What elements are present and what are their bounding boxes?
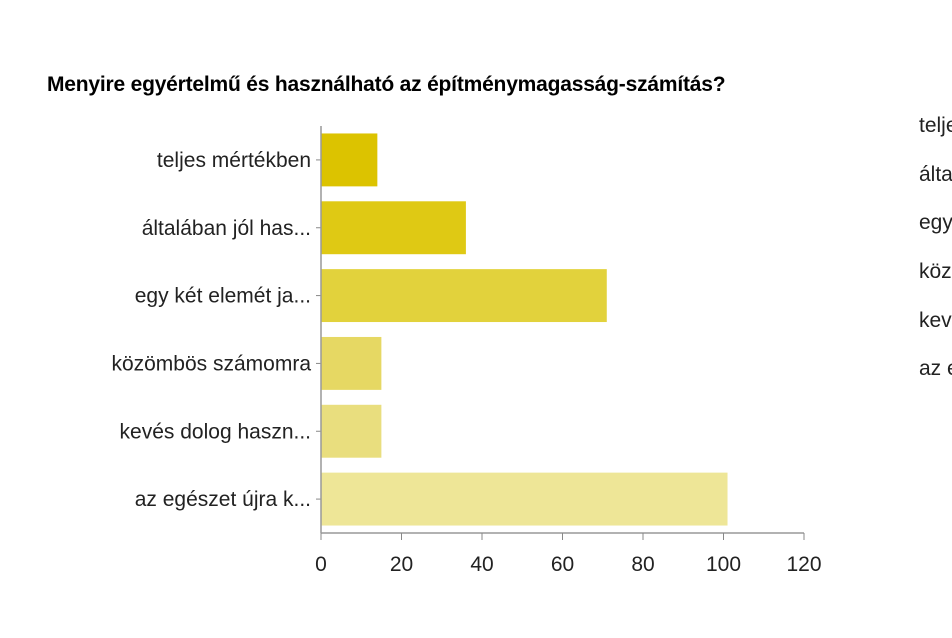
bar-4 xyxy=(321,404,382,458)
category-label-5: az egészet újra k... xyxy=(135,488,311,511)
bar-1 xyxy=(321,201,466,255)
legend-entry-4: kevés dolog használható xyxy=(919,308,952,332)
category-label-4: kevés dolog haszn... xyxy=(120,420,311,443)
x-tick-label-2: 40 xyxy=(470,553,493,576)
bar-5 xyxy=(321,472,728,526)
legend-entry-2: egy két elemét javítani kellene xyxy=(919,211,952,235)
category-label-0: teljes mértékben xyxy=(157,149,311,172)
legend: teljes mértékben általában jól használhat… xyxy=(919,112,952,404)
legend-entry-3: közömbös számomra xyxy=(919,260,952,284)
legend-entry-0: teljes mértékben xyxy=(919,114,952,137)
category-label-2: egy két elemét ja... xyxy=(135,285,311,308)
x-tick-label-3: 60 xyxy=(551,553,574,576)
x-tick-label-1: 20 xyxy=(390,553,413,576)
legend-entry-1: általában jól használható xyxy=(919,162,952,186)
bar-3 xyxy=(321,336,382,390)
category-label-1: általában jól has... xyxy=(142,217,311,240)
x-tick-label-0: 0 xyxy=(315,553,327,576)
legend-entry-5: az egészet újra kellene gondolni xyxy=(919,357,952,381)
category-label-3: közömbös számomra xyxy=(111,352,311,375)
bar-0 xyxy=(321,133,378,187)
bar-2 xyxy=(321,269,607,323)
chart-title: Menyire egyértelmű és használható az épí… xyxy=(47,73,726,96)
x-tick-label-4: 80 xyxy=(631,553,654,576)
x-tick-label-5: 100 xyxy=(706,553,741,576)
x-tick-label-6: 120 xyxy=(786,553,821,576)
